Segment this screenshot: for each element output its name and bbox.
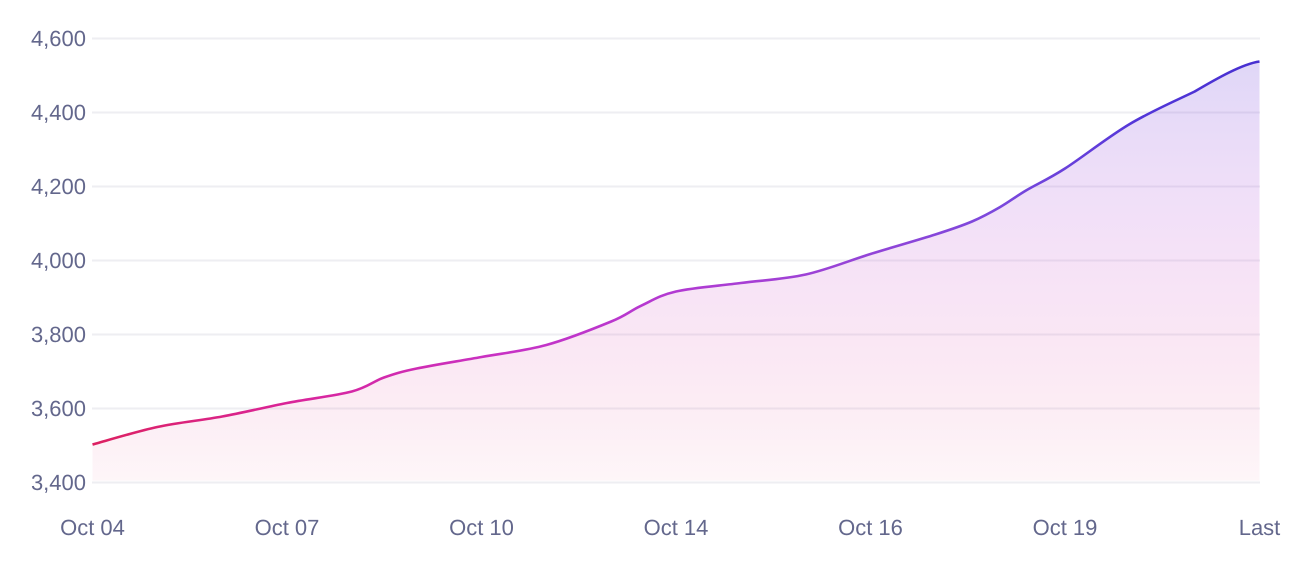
svg-text:Oct 16: Oct 16 — [838, 515, 903, 540]
svg-text:3,800: 3,800 — [31, 322, 86, 347]
svg-text:Oct 07: Oct 07 — [255, 515, 320, 540]
svg-text:4,000: 4,000 — [31, 248, 86, 273]
svg-text:4,400: 4,400 — [31, 100, 86, 125]
svg-text:Last: Last — [1239, 515, 1281, 540]
svg-text:Oct 04: Oct 04 — [60, 515, 125, 540]
svg-text:Oct 19: Oct 19 — [1033, 515, 1098, 540]
svg-text:4,200: 4,200 — [31, 174, 86, 199]
svg-text:3,400: 3,400 — [31, 470, 86, 495]
svg-text:Oct 10: Oct 10 — [449, 515, 514, 540]
svg-text:3,600: 3,600 — [31, 396, 86, 421]
svg-text:4,600: 4,600 — [31, 26, 86, 51]
svg-text:Oct 14: Oct 14 — [644, 515, 709, 540]
